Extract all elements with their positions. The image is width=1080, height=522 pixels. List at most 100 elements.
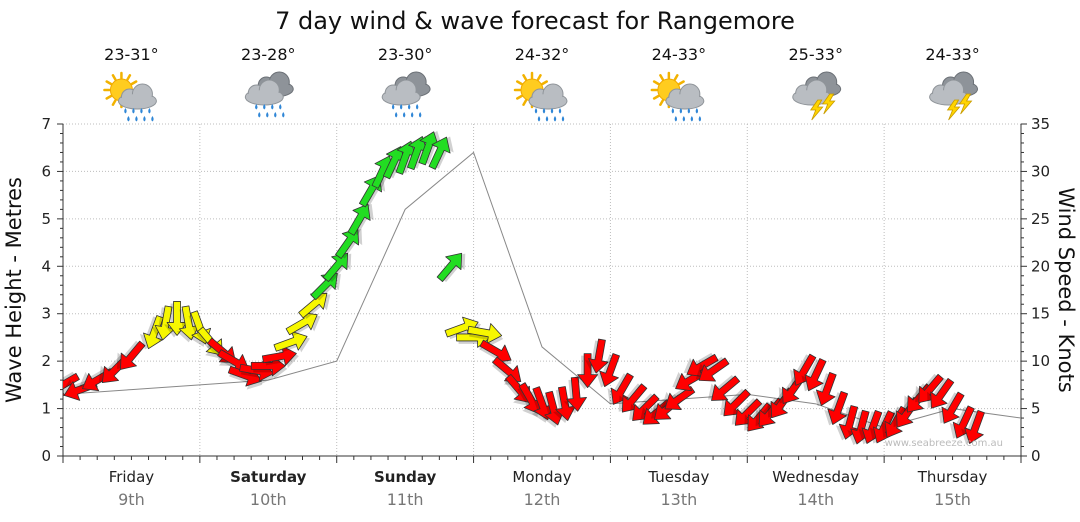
wave-height-series (63, 151, 1021, 429)
rain-drop (274, 112, 277, 118)
thunderstorm-icon (929, 71, 979, 121)
watermark: www.seabreeze.com.au (885, 438, 1003, 449)
wind-arrow (938, 391, 965, 424)
day-date-1: 10th (250, 490, 287, 509)
sun-ray (516, 94, 523, 100)
cloud-fill (246, 90, 283, 104)
wind-arrow-shape (347, 203, 371, 236)
cloud-fill (666, 94, 703, 108)
wind-arrow (261, 345, 299, 369)
rain-drop (545, 116, 549, 122)
wind-arrow (176, 305, 200, 343)
wind-arrow (707, 374, 741, 401)
rain-drop (671, 108, 675, 114)
rain-drop (399, 104, 403, 110)
day-date-6: 15th (934, 490, 971, 509)
wind-arrow (695, 356, 730, 382)
rain-drop (143, 116, 146, 122)
rain-drop (402, 112, 406, 118)
day-label-4: Tuesday (647, 468, 709, 486)
wind-arrow-shape (532, 386, 554, 421)
thunderstorm-icon (792, 71, 842, 121)
cloud-fill (530, 94, 566, 108)
rain-drop (687, 108, 691, 114)
sun-ray (659, 74, 665, 81)
wind-arrow-shape (395, 140, 417, 175)
rain-drop (534, 108, 538, 114)
day-date-5: 14th (797, 490, 834, 509)
sun-ray (516, 80, 523, 86)
sun-ray (677, 80, 685, 86)
wind-arrow (273, 331, 310, 354)
rain-drop (266, 112, 269, 118)
wind-arrow (596, 353, 620, 388)
rain-drop (690, 116, 694, 122)
wind-arrow-shape (63, 372, 80, 396)
wind-arrow (574, 353, 599, 390)
lightning-bolt (946, 99, 961, 121)
rain-drop (537, 116, 541, 122)
wind-arrow-shape (479, 339, 512, 363)
wind-arrow-shape (941, 391, 965, 424)
wind-arrow-shape (322, 252, 349, 282)
wind-arrow-shape (566, 376, 587, 412)
wind-arrow (607, 372, 634, 405)
day-date-2: 11th (387, 490, 424, 509)
rain-drop (255, 104, 258, 110)
left-tick-label: 0 (41, 447, 51, 465)
wind-arrow (720, 388, 751, 417)
wind-arrow (801, 358, 827, 392)
right-tick-label: 35 (1031, 115, 1050, 133)
rain-drop (282, 112, 285, 118)
rain-drop (679, 108, 683, 114)
right-axis-title: Wind Speed - Knots (1054, 187, 1078, 392)
rain-drop (410, 112, 414, 118)
lightning-bolt (958, 93, 973, 115)
wind-arrow-shape (407, 136, 428, 171)
rain-drop (258, 112, 261, 118)
sun-ray (673, 74, 679, 81)
wind-arrow-shape (815, 372, 837, 406)
sun-cloud-rain-icon (513, 71, 568, 122)
rain-drop (124, 108, 127, 114)
rain-drop (407, 104, 411, 110)
sun-ray (652, 80, 660, 86)
right-tick-label: 25 (1031, 210, 1050, 228)
left-axis-title: Wave Height - Metres (2, 177, 26, 403)
wind-arrow-shape (310, 272, 338, 301)
right-tick-label: 5 (1031, 400, 1041, 418)
day-temp-4: 24-33° (652, 45, 707, 64)
rain-drop (542, 108, 546, 114)
left-tick-label: 7 (41, 115, 51, 133)
day-temp-3: 24-32° (515, 45, 570, 64)
left-tick-label: 6 (41, 162, 51, 180)
rain-drop (415, 104, 419, 110)
wind-arrow-shape (804, 358, 827, 392)
rain-drop (279, 104, 282, 110)
sun-ray (659, 99, 665, 106)
day-label-1: Saturday (230, 468, 307, 486)
wind-arrow (824, 390, 849, 426)
right-tick-label: 15 (1031, 305, 1050, 323)
sun-ray (522, 74, 528, 81)
rain-drop (561, 116, 565, 122)
left-tick-label: 5 (41, 210, 51, 228)
wind-arrow (618, 383, 648, 413)
wind-arrow (322, 252, 352, 282)
cloud-fill (383, 90, 420, 104)
rain-drop (148, 108, 151, 114)
wind-arrow (563, 376, 587, 414)
wind-arrow-shape (577, 353, 599, 389)
lightning-bolt (821, 93, 836, 115)
rain-drop (263, 104, 266, 110)
wind-arrow-shape (599, 353, 620, 388)
sun-ray (652, 94, 660, 100)
rain-drop (695, 108, 699, 114)
right-tick-label: 20 (1031, 257, 1050, 275)
wind-arrow-shape (154, 305, 176, 341)
wind-arrow (63, 371, 80, 396)
day-label-5: Wednesday (772, 468, 859, 486)
wind-arrow-shape (467, 323, 503, 344)
wind-arrow-shape (178, 305, 200, 341)
